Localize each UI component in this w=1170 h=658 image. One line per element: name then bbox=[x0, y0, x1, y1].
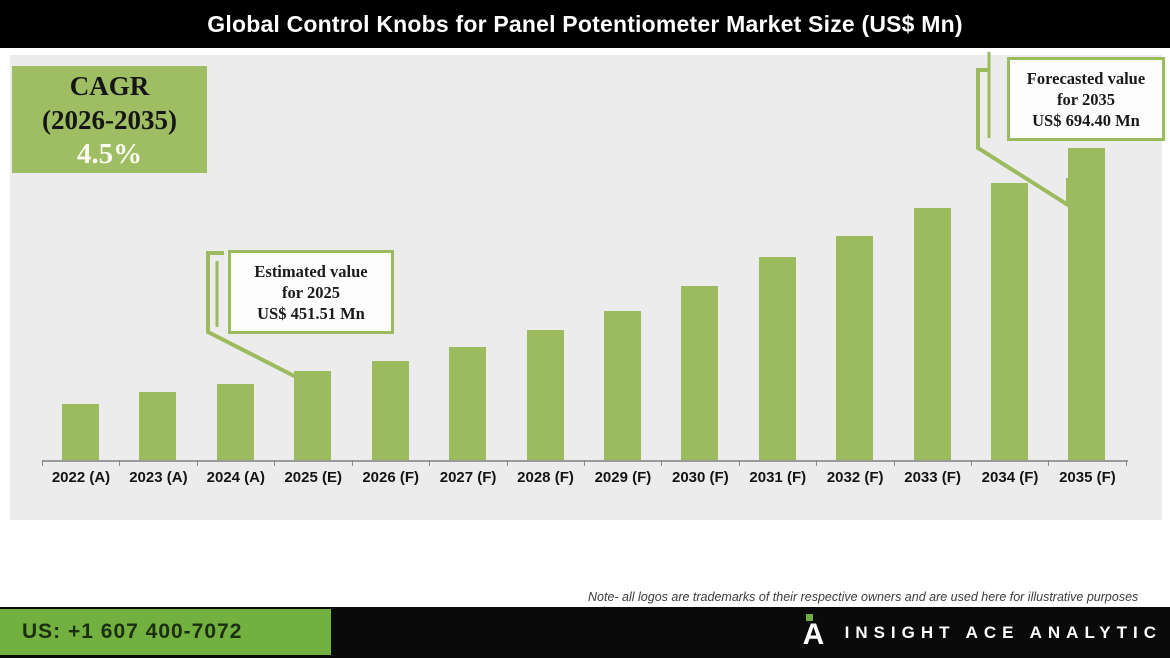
cagr-title: CAGR bbox=[69, 70, 150, 101]
x-axis-ticks bbox=[10, 460, 1162, 466]
phone-box: US: +1 607 400-7072 bbox=[0, 609, 331, 655]
logo-a-glyph: A bbox=[802, 617, 825, 651]
axis-tick bbox=[816, 460, 818, 466]
estimated-line2: for 2025 bbox=[282, 282, 340, 302]
x-axis-label: 2023 (A) bbox=[129, 469, 188, 486]
axis-tick bbox=[971, 460, 973, 466]
x-axis-label: 2029 (F) bbox=[594, 469, 652, 486]
axis-tick bbox=[1048, 460, 1050, 466]
bar-2022 bbox=[62, 404, 99, 460]
bar-2023 bbox=[139, 392, 177, 460]
x-axis-label: 2031 (F) bbox=[749, 469, 807, 486]
bar-2030 bbox=[681, 286, 719, 460]
x-axis-labels: 2022 (A) 2023 (A) 2024 (A) 2025 (E) 2026 (F)… bbox=[10, 469, 1162, 493]
axis-tick bbox=[196, 460, 198, 466]
axis-tick bbox=[274, 460, 276, 466]
bar-2024 bbox=[216, 384, 254, 460]
forecasted-value: US$ 694.40 Mn bbox=[1032, 110, 1140, 130]
bar-2026 bbox=[371, 361, 409, 460]
bar-2033 bbox=[913, 208, 951, 460]
x-axis-label: 2022 (A) bbox=[51, 469, 111, 486]
forecasted-value-callout: Forecasted value for 2035 US$ 694.40 Mn bbox=[1007, 57, 1165, 141]
bar-2032 bbox=[836, 236, 874, 460]
x-axis-label: 2027 (F) bbox=[439, 469, 497, 486]
axis-tick bbox=[583, 460, 585, 466]
chart-panel: 2022 (A) 2023 (A) 2024 (A) 2025 (E) 2026 (F)… bbox=[10, 52, 1165, 520]
axis-tick bbox=[506, 460, 508, 466]
x-axis-line bbox=[42, 460, 1128, 462]
bar-2029 bbox=[603, 311, 641, 460]
phone-number: US: +1 607 400-7072 bbox=[22, 620, 243, 643]
bar-2025 bbox=[294, 371, 332, 460]
x-axis-label: 2033 (F) bbox=[904, 469, 961, 486]
axis-tick bbox=[119, 460, 121, 466]
bar-2027 bbox=[449, 347, 487, 460]
page-title: Global Control Knobs for Panel Potentiom… bbox=[207, 10, 963, 37]
cagr-box: CAGR (2026-2035) 4.5% bbox=[12, 66, 207, 173]
axis-tick bbox=[738, 460, 740, 466]
estimated-value-callout: Estimated value for 2025 US$ 451.51 Mn bbox=[228, 250, 394, 334]
cagr-value: 4.5% bbox=[76, 137, 143, 170]
axis-tick bbox=[1125, 460, 1127, 466]
x-axis-label: 2025 (E) bbox=[284, 469, 343, 486]
forecasted-line2: for 2035 bbox=[1057, 89, 1115, 109]
estimated-value: US$ 451.51 Mn bbox=[257, 303, 365, 323]
brand-name: INSIGHT ACE ANALYTIC bbox=[844, 622, 1162, 642]
footer-bar: US: +1 607 400-7072 A INSIGHT ACE ANALYT… bbox=[0, 607, 1170, 658]
axis-tick bbox=[351, 460, 353, 466]
insight-ace-logo-icon: A bbox=[802, 613, 829, 651]
plot-area bbox=[10, 55, 1162, 460]
x-axis-label: 2024 (A) bbox=[206, 469, 265, 486]
contributors-strip: Market Contributors: LPSLPINE BOURNS Pan… bbox=[0, 520, 1170, 607]
axis-tick bbox=[893, 460, 895, 466]
axis-tick bbox=[42, 460, 43, 466]
axis-tick bbox=[429, 460, 431, 466]
x-axis-label: 2026 (F) bbox=[362, 469, 420, 486]
bar-2035 bbox=[1068, 148, 1106, 460]
x-axis-label: 2032 (F) bbox=[826, 469, 884, 486]
bar-2028 bbox=[526, 330, 564, 460]
bar-2031 bbox=[758, 257, 796, 460]
forecasted-line1: Forecasted value bbox=[1026, 68, 1146, 88]
x-axis-label: 2035 (F) bbox=[1059, 469, 1116, 486]
x-axis-label: 2034 (F) bbox=[981, 469, 1039, 486]
x-axis-label: 2028 (F) bbox=[517, 469, 574, 486]
x-axis-label: 2030 (F) bbox=[672, 469, 729, 486]
axis-tick bbox=[661, 460, 663, 466]
estimated-line1: Estimated value bbox=[254, 261, 368, 281]
logo-green-dot-icon bbox=[805, 613, 813, 621]
title-bar: Global Control Knobs for Panel Potentiom… bbox=[0, 0, 1170, 48]
brand-block: A INSIGHT ACE ANALYTIC bbox=[803, 607, 1162, 658]
cagr-period: (2026-2035) bbox=[42, 104, 177, 135]
bar-2034 bbox=[991, 183, 1029, 460]
trademark-note-line1: Note- all logos are trademarks of their … bbox=[588, 590, 1139, 604]
